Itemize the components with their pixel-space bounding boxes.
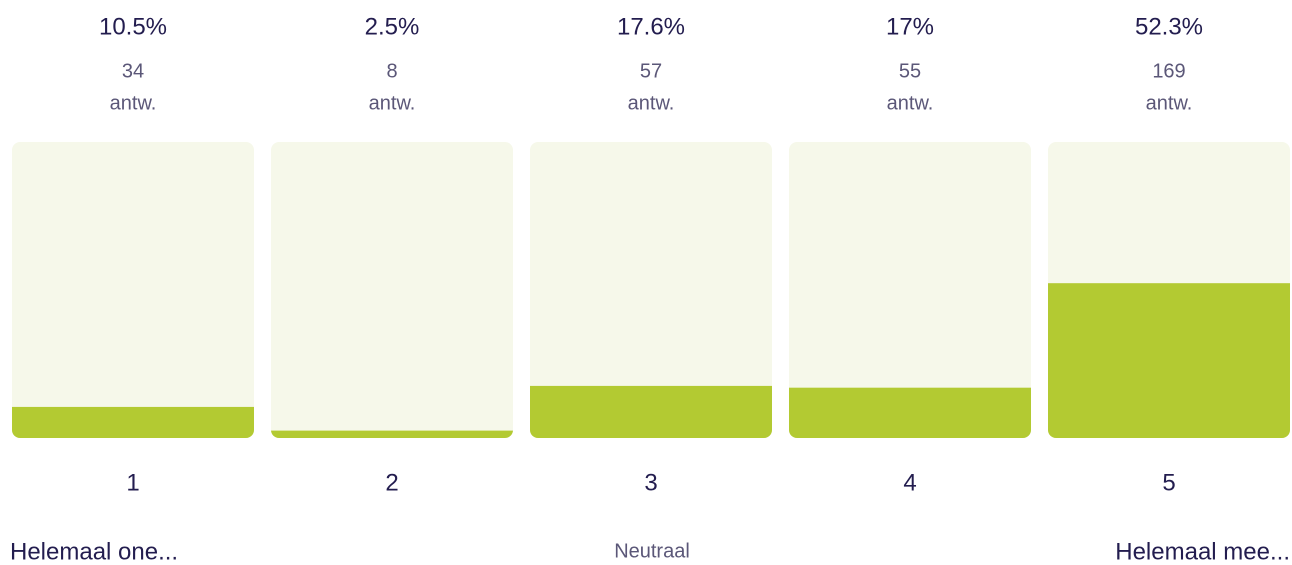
bar-background [789, 142, 1031, 438]
bar-background [12, 142, 254, 438]
count-label: 34 [122, 60, 144, 82]
scale-label-right: Helemaal mee... [1115, 538, 1290, 565]
value-label: 10.5% [99, 13, 167, 40]
value-label: 17.6% [617, 13, 685, 40]
value-label: 17% [886, 13, 934, 40]
count-unit: antw. [1146, 92, 1193, 114]
count-unit: antw. [369, 92, 416, 114]
scale-label-left: Helemaal one... [10, 538, 178, 565]
bar-background [530, 142, 772, 438]
bar [271, 430, 513, 438]
category-label: 2 [385, 469, 398, 496]
category-label: 1 [126, 469, 139, 496]
category-label: 4 [903, 469, 916, 496]
bar [530, 385, 772, 438]
count-label: 8 [386, 60, 397, 82]
scale-label-middle: Neutraal [614, 540, 690, 562]
category-label: 5 [1162, 469, 1175, 496]
count-unit: antw. [110, 92, 157, 114]
value-label: 2.5% [365, 13, 420, 40]
bar-background [271, 142, 513, 438]
bar [1048, 283, 1290, 438]
count-label: 169 [1152, 60, 1185, 82]
category-label: 3 [644, 469, 657, 496]
value-label: 52.3% [1135, 13, 1203, 40]
count-label: 57 [640, 60, 662, 82]
bar [12, 406, 254, 438]
count-unit: antw. [628, 92, 675, 114]
count-unit: antw. [887, 92, 934, 114]
bar [789, 387, 1031, 438]
count-label: 55 [899, 60, 921, 82]
